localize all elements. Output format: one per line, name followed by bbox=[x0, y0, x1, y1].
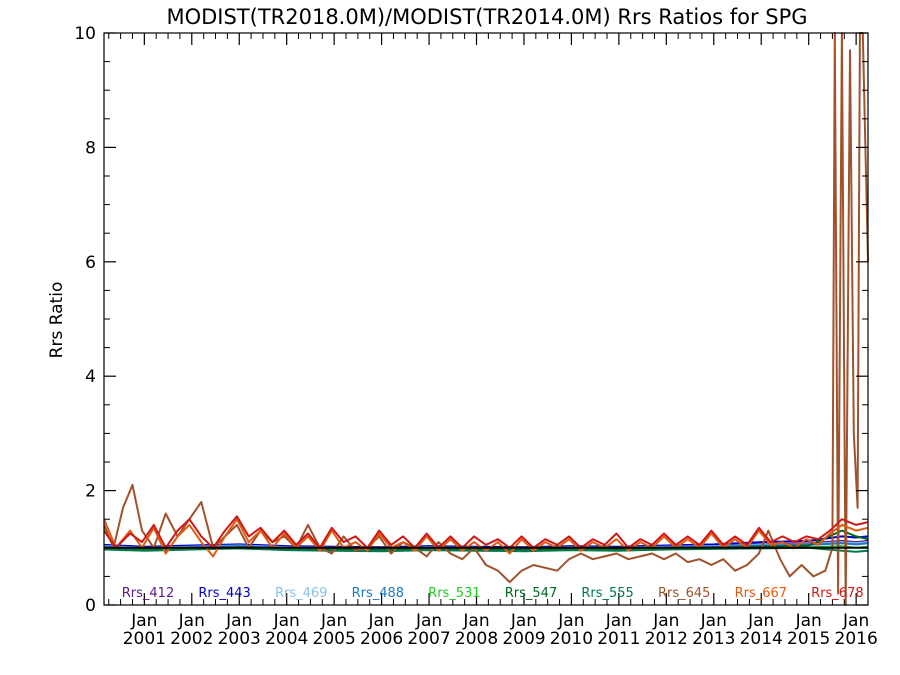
y-tick-label: 2 bbox=[85, 482, 96, 502]
series-line-rrs-678 bbox=[103, 515, 869, 549]
legend-entry-rrs-678: Rrs_678 bbox=[811, 586, 863, 601]
x-tick-label-year: 2008 bbox=[455, 629, 498, 649]
x-tick-label-year: 2009 bbox=[502, 629, 545, 649]
x-tick-label-month: Jan bbox=[605, 611, 632, 631]
legend-entry-rrs-547: Rrs_547 bbox=[505, 586, 557, 601]
y-tick-label: 8 bbox=[85, 138, 96, 158]
x-tick-label-year: 2011 bbox=[597, 629, 640, 649]
x-tick-label-month: Jan bbox=[415, 611, 442, 631]
legend-entry-rrs-412: Rrs_412 bbox=[122, 586, 174, 601]
x-tick-label-year: 2014 bbox=[740, 629, 783, 649]
plot-frame bbox=[103, 32, 869, 606]
legend-entry-rrs-488: Rrs_488 bbox=[352, 586, 404, 601]
y-tick-label: 0 bbox=[85, 596, 96, 616]
x-tick-label-month: Jan bbox=[320, 611, 347, 631]
x-tick-label-year: 2016 bbox=[835, 629, 878, 649]
x-tick-label-month: Jan bbox=[652, 611, 679, 631]
x-tick-label-month: Jan bbox=[462, 611, 489, 631]
x-tick-label-year: 2004 bbox=[265, 629, 308, 649]
legend-entry-rrs-531: Rrs_531 bbox=[428, 586, 480, 601]
y-tick-label: 6 bbox=[85, 253, 96, 273]
x-tick-label-year: 2003 bbox=[218, 629, 261, 649]
x-tick-label-month: Jan bbox=[130, 611, 157, 631]
axes-layer: 0246810Jan2001Jan2002Jan2003Jan2004Jan20… bbox=[74, 24, 877, 649]
x-tick-label-month: Jan bbox=[700, 611, 727, 631]
legend-entry-rrs-555: Rrs_555 bbox=[581, 586, 633, 601]
series-line-rrs-645 bbox=[103, 32, 869, 606]
x-tick-label-year: 2007 bbox=[407, 629, 450, 649]
x-tick-label-month: Jan bbox=[225, 611, 252, 631]
x-tick-label-month: Jan bbox=[273, 611, 300, 631]
x-tick-label-year: 2005 bbox=[313, 629, 356, 649]
x-tick-label-year: 2015 bbox=[787, 629, 830, 649]
legend-entry-rrs-469: Rrs_469 bbox=[275, 586, 327, 601]
x-tick-label-month: Jan bbox=[510, 611, 537, 631]
legend: Rrs_412 Rrs_443 Rrs_469 Rrs_488 Rrs_531 Rrs_5… bbox=[122, 586, 864, 601]
x-tick-label-year: 2012 bbox=[645, 629, 688, 649]
y-tick-label: 10 bbox=[74, 24, 96, 44]
legend-entry-rrs-667: Rrs_667 bbox=[735, 586, 787, 601]
legend-entry-rrs-645: Rrs_645 bbox=[658, 586, 710, 601]
x-tick-label-year: 2001 bbox=[123, 629, 166, 649]
x-tick-label-month: Jan bbox=[557, 611, 584, 631]
x-tick-label-month: Jan bbox=[367, 611, 394, 631]
legend-entry-rrs-443: Rrs_443 bbox=[198, 586, 250, 601]
x-tick-label-month: Jan bbox=[842, 611, 869, 631]
chart-title: MODIST(TR2018.0M)/MODIST(TR2014.0M) Rrs … bbox=[166, 5, 807, 29]
x-tick-label-month: Jan bbox=[747, 611, 774, 631]
x-tick-label-year: 2002 bbox=[170, 629, 213, 649]
x-tick-label-month: Jan bbox=[795, 611, 822, 631]
series-line-rrs-667 bbox=[103, 518, 869, 558]
y-axis-label: Rrs Ratio bbox=[47, 282, 67, 359]
x-tick-label-year: 2013 bbox=[692, 629, 735, 649]
series-layer bbox=[103, 32, 869, 606]
y-tick-label: 4 bbox=[85, 367, 96, 387]
x-tick-label-year: 2010 bbox=[550, 629, 593, 649]
x-tick-label-year: 2006 bbox=[360, 629, 403, 649]
x-tick-label-month: Jan bbox=[178, 611, 205, 631]
